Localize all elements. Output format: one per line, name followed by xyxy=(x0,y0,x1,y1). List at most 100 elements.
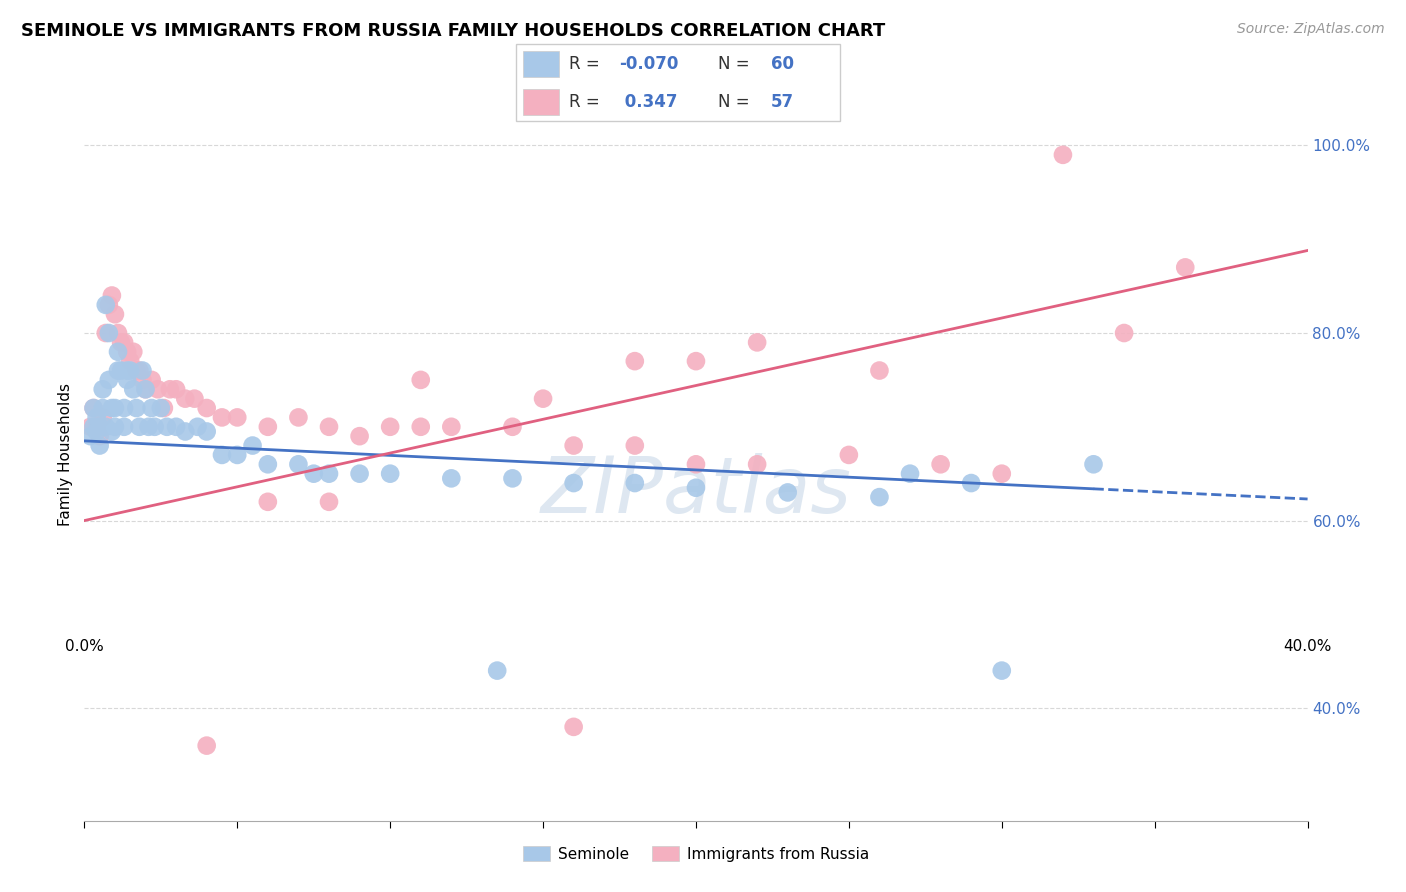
Point xyxy=(104,419,127,434)
Point xyxy=(112,419,135,434)
Point xyxy=(146,382,169,396)
Point xyxy=(79,429,101,443)
Point xyxy=(107,326,129,340)
Point xyxy=(141,373,163,387)
Text: 0.0%: 0.0% xyxy=(65,640,104,654)
Point xyxy=(624,476,647,491)
Point xyxy=(86,419,108,434)
FancyBboxPatch shape xyxy=(523,51,560,77)
Point xyxy=(91,382,114,396)
Point xyxy=(1052,148,1074,162)
Text: 40.0%: 40.0% xyxy=(1284,640,1331,654)
Point xyxy=(101,401,124,415)
Point xyxy=(128,363,150,377)
Point xyxy=(112,335,135,350)
Point xyxy=(502,471,524,485)
Point xyxy=(135,382,157,396)
Point xyxy=(141,401,163,415)
Point xyxy=(131,373,153,387)
Text: Source: ZipAtlas.com: Source: ZipAtlas.com xyxy=(1237,22,1385,37)
Point xyxy=(1114,326,1136,340)
Point xyxy=(287,410,309,425)
Point xyxy=(138,419,160,434)
Point xyxy=(153,401,176,415)
Point xyxy=(159,382,181,396)
Text: SEMINOLE VS IMMIGRANTS FROM RUSSIA FAMILY HOUSEHOLDS CORRELATION CHART: SEMINOLE VS IMMIGRANTS FROM RUSSIA FAMIL… xyxy=(21,22,886,40)
Point xyxy=(120,363,142,377)
Point xyxy=(440,419,463,434)
Point xyxy=(1083,458,1105,472)
Point xyxy=(747,335,769,350)
Point xyxy=(104,401,127,415)
Point xyxy=(94,326,117,340)
Point xyxy=(226,410,249,425)
Point xyxy=(120,354,142,368)
Point xyxy=(869,490,891,504)
Point xyxy=(149,401,172,415)
Point xyxy=(83,401,105,415)
Point xyxy=(135,382,157,396)
Y-axis label: Family Households: Family Households xyxy=(58,384,73,526)
Point xyxy=(211,448,233,462)
Point xyxy=(107,363,129,377)
FancyBboxPatch shape xyxy=(523,89,560,115)
Point xyxy=(562,476,585,491)
Point xyxy=(89,419,111,434)
Point xyxy=(143,419,166,434)
Text: R =: R = xyxy=(569,54,600,72)
Point xyxy=(101,425,124,439)
Point xyxy=(257,419,280,434)
Point xyxy=(83,419,105,434)
Legend: Seminole, Immigrants from Russia: Seminole, Immigrants from Russia xyxy=(516,839,876,868)
Point xyxy=(79,419,101,434)
Text: 0.347: 0.347 xyxy=(619,94,678,112)
Point xyxy=(318,467,340,481)
Point xyxy=(991,664,1014,678)
Point xyxy=(97,326,120,340)
Point xyxy=(122,382,145,396)
Point xyxy=(165,419,187,434)
Point xyxy=(898,467,921,481)
Point xyxy=(165,382,187,396)
Point xyxy=(97,373,120,387)
Point xyxy=(91,410,114,425)
Point xyxy=(89,429,111,443)
Point xyxy=(125,401,148,415)
Point xyxy=(929,458,952,472)
Point xyxy=(440,471,463,485)
Point xyxy=(287,458,309,472)
Point xyxy=(747,458,769,472)
Point xyxy=(112,401,135,415)
Point xyxy=(349,467,371,481)
Point xyxy=(242,438,264,452)
Point xyxy=(685,481,707,495)
Point xyxy=(125,363,148,377)
Point xyxy=(94,298,117,312)
Text: -0.070: -0.070 xyxy=(619,54,678,72)
Point xyxy=(624,354,647,368)
Point xyxy=(257,495,280,509)
Point xyxy=(86,410,108,425)
Point xyxy=(318,495,340,509)
Point xyxy=(685,458,707,472)
FancyBboxPatch shape xyxy=(516,45,841,121)
Point xyxy=(101,288,124,302)
Point xyxy=(380,419,402,434)
Point xyxy=(991,467,1014,481)
Point xyxy=(1174,260,1197,275)
Point xyxy=(128,419,150,434)
Point xyxy=(226,448,249,462)
Point xyxy=(380,467,402,481)
Point xyxy=(302,467,325,481)
Point xyxy=(86,425,108,439)
Point xyxy=(195,425,218,439)
Point xyxy=(409,419,432,434)
Point xyxy=(110,335,132,350)
Point xyxy=(94,419,117,434)
Point xyxy=(110,363,132,377)
Text: 60: 60 xyxy=(770,54,794,72)
Point xyxy=(869,363,891,377)
Text: N =: N = xyxy=(718,54,749,72)
Text: ZIPatlas: ZIPatlas xyxy=(540,453,852,530)
Point xyxy=(486,664,509,678)
